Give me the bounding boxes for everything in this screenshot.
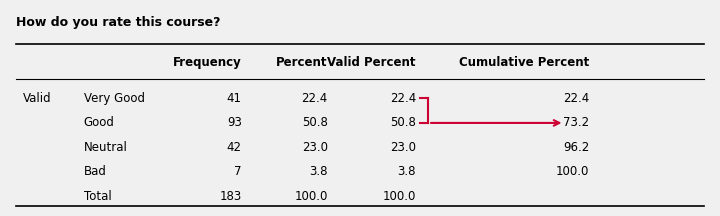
Text: 96.2: 96.2 [563, 141, 590, 154]
Text: 3.8: 3.8 [309, 165, 328, 178]
Text: 50.8: 50.8 [302, 116, 328, 129]
Text: 73.2: 73.2 [563, 116, 590, 129]
Text: 22.4: 22.4 [390, 92, 416, 105]
Text: 100.0: 100.0 [382, 190, 416, 203]
Text: Cumulative Percent: Cumulative Percent [459, 56, 590, 69]
Text: How do you rate this course?: How do you rate this course? [16, 16, 220, 29]
Text: 23.0: 23.0 [390, 141, 416, 154]
Text: Very Good: Very Good [84, 92, 145, 105]
Text: 100.0: 100.0 [294, 190, 328, 203]
Text: Valid: Valid [23, 92, 52, 105]
Text: 100.0: 100.0 [556, 165, 590, 178]
Text: Valid Percent: Valid Percent [328, 56, 416, 69]
Text: Neutral: Neutral [84, 141, 127, 154]
Text: 3.8: 3.8 [397, 165, 416, 178]
Text: 50.8: 50.8 [390, 116, 416, 129]
Text: Total: Total [84, 190, 112, 203]
Text: Percent: Percent [276, 56, 328, 69]
Text: Frequency: Frequency [173, 56, 242, 69]
Text: 93: 93 [227, 116, 242, 129]
Text: 7: 7 [234, 165, 242, 178]
Text: 183: 183 [220, 190, 242, 203]
Text: 42: 42 [227, 141, 242, 154]
Text: 41: 41 [227, 92, 242, 105]
Text: 23.0: 23.0 [302, 141, 328, 154]
Text: Good: Good [84, 116, 114, 129]
Text: Bad: Bad [84, 165, 107, 178]
Text: 22.4: 22.4 [302, 92, 328, 105]
Text: 22.4: 22.4 [563, 92, 590, 105]
